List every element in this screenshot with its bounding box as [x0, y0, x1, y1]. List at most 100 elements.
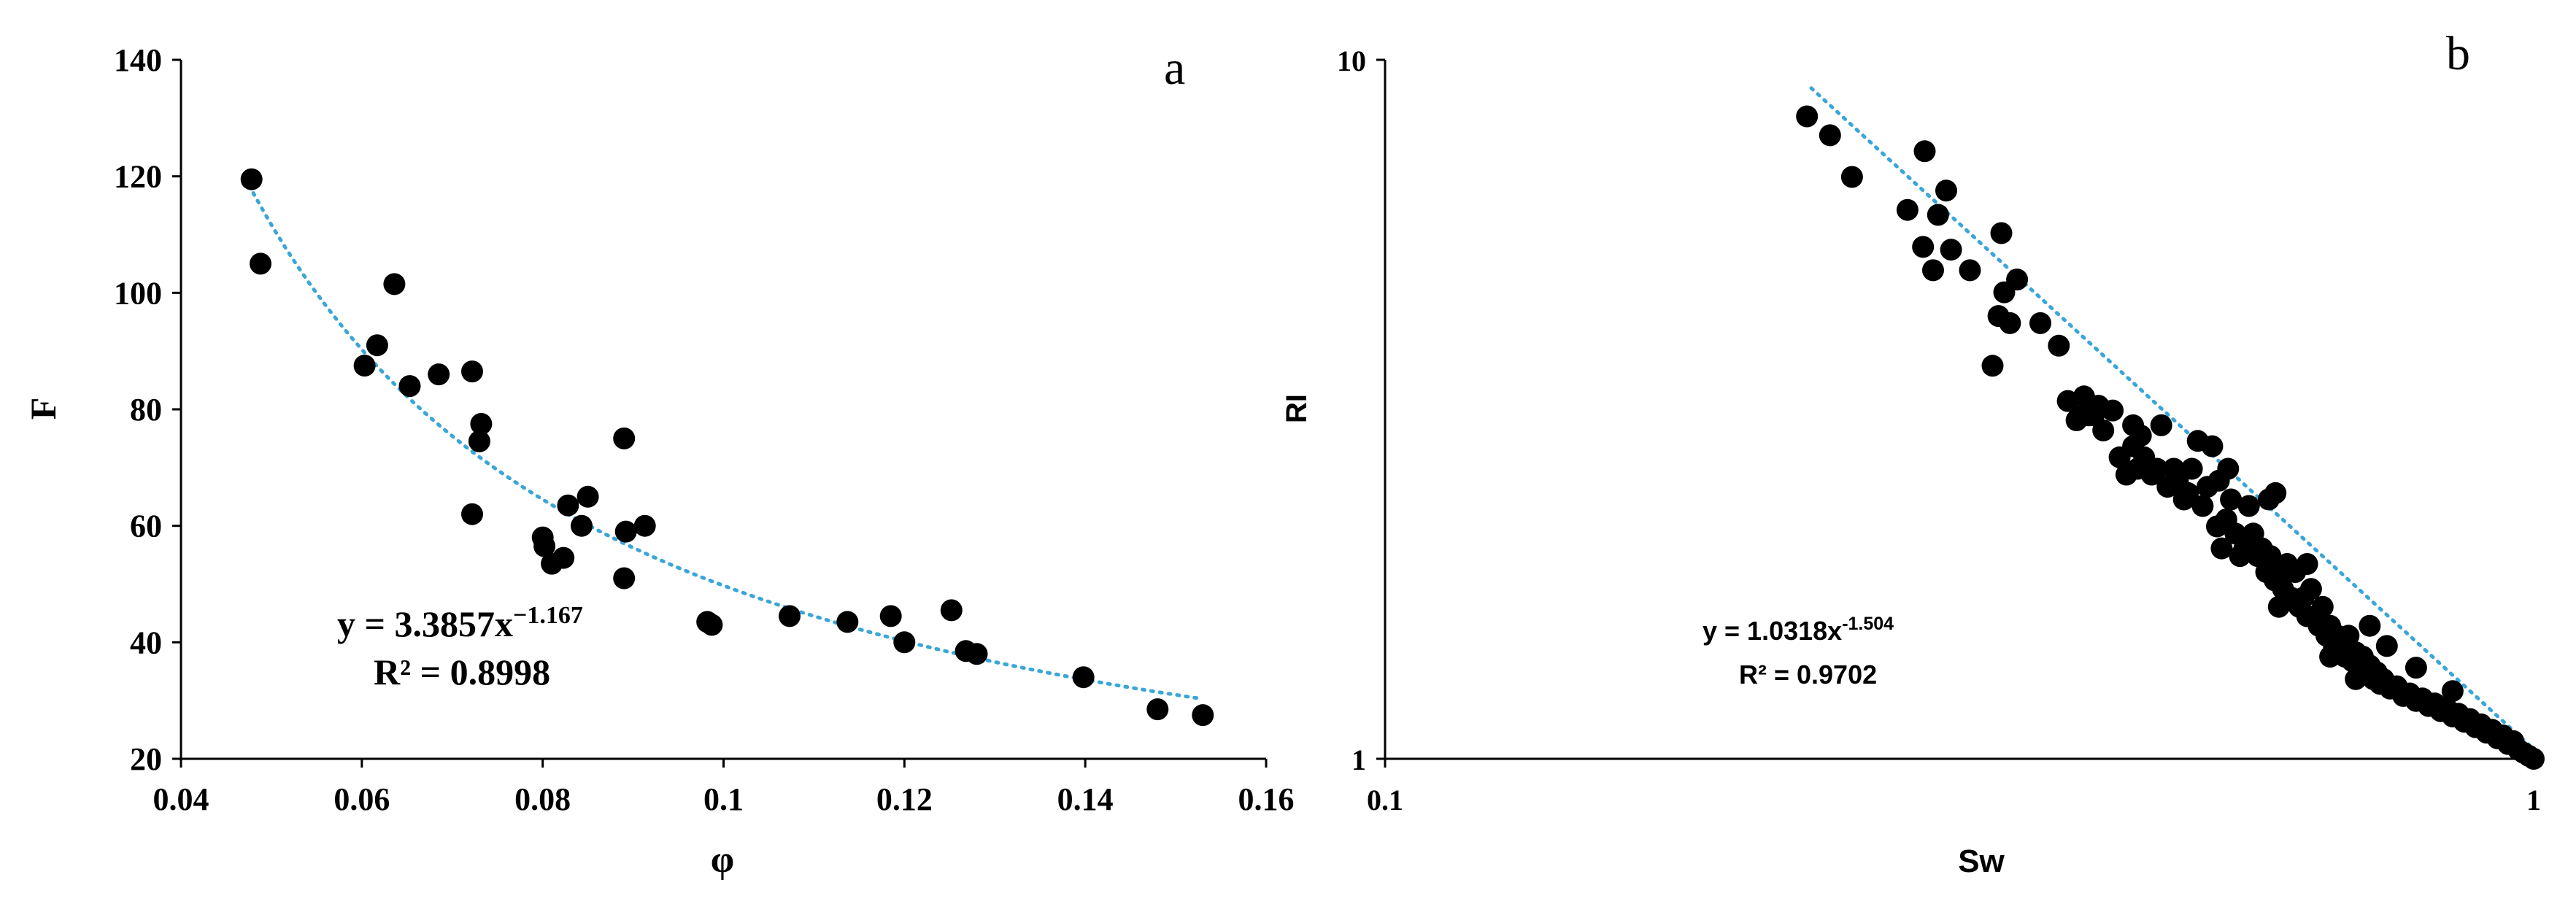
x-tick-label: 0.1 — [703, 781, 744, 817]
data-point — [2264, 482, 2287, 504]
data-point — [2220, 488, 2243, 511]
data-point — [533, 535, 556, 557]
data-point — [2177, 482, 2199, 504]
data-point — [613, 427, 636, 449]
data-point — [1819, 124, 1841, 147]
panel-b-equation-base: y = 1.0318x — [1702, 616, 1842, 646]
data-point — [2337, 625, 2360, 647]
data-point — [470, 413, 493, 435]
data-point — [2359, 614, 2381, 637]
y-tick-label: 140 — [114, 42, 162, 78]
panel-b-points — [1796, 105, 2545, 770]
data-point — [2092, 419, 2115, 441]
data-point — [2029, 312, 2051, 334]
data-point — [779, 605, 801, 627]
data-point — [2345, 668, 2367, 690]
panel-b-x-ticks: 0.1 1 — [1367, 759, 2541, 816]
data-point — [1999, 312, 2021, 334]
panel-a-points — [240, 168, 1214, 727]
panel-a-r-squared: R² = 0.8998 — [374, 652, 550, 692]
data-point — [1840, 166, 1863, 188]
x-tick-label: 0.06 — [333, 781, 390, 817]
panel-b: 110 0.1 1 b Sw RI y = 1.0318x-1.504 R² = … — [1281, 27, 2545, 879]
data-point — [2405, 657, 2427, 679]
data-point — [353, 355, 376, 377]
data-point — [1192, 704, 1214, 727]
panel-b-equation: y = 1.0318x-1.504 — [1702, 614, 1894, 646]
data-point — [2237, 495, 2260, 517]
data-point — [383, 273, 406, 295]
data-point — [366, 334, 388, 357]
data-point — [398, 375, 421, 398]
data-point — [1146, 698, 1169, 721]
data-point — [2129, 425, 2152, 447]
y-tick-label: 60 — [130, 509, 162, 544]
data-point — [2217, 457, 2240, 480]
data-point — [965, 643, 988, 665]
y-tick-label: 100 — [114, 275, 162, 311]
y-tick-label: 40 — [130, 625, 162, 660]
panel-a-trendline — [251, 191, 1205, 701]
data-point — [2267, 595, 2290, 618]
data-point — [1981, 355, 2004, 377]
data-point — [2523, 748, 2545, 770]
panel-a-equation-exponent: −1.167 — [513, 602, 583, 629]
data-point — [2102, 399, 2124, 422]
panel-a-x-ticks: 0.04 0.06 0.08 0.1 0.12 0.14 0.16 — [153, 759, 1295, 817]
data-point — [2210, 537, 2233, 560]
y-tick-label: 10 — [1337, 45, 1366, 77]
data-point — [461, 360, 483, 383]
data-point — [633, 514, 656, 537]
data-point — [2375, 635, 2398, 657]
data-point — [1912, 236, 1935, 258]
data-point — [2441, 680, 2464, 703]
panel-a-y-ticks: 20 40 60 80 100 120 140 — [114, 42, 181, 777]
panel-b-y-ticks: 1 10 — [1337, 45, 1385, 776]
data-point — [461, 503, 483, 525]
data-point — [240, 168, 263, 190]
x-tick-label: 0.12 — [876, 781, 933, 817]
data-point — [2006, 269, 2029, 291]
x-tick-label: 0.14 — [1057, 781, 1114, 817]
data-point — [893, 631, 916, 654]
panel-b-label: b — [2446, 27, 2470, 80]
data-point — [614, 520, 637, 543]
panel-b-r-squared: R² = 0.9702 — [1739, 660, 1877, 689]
data-point — [1990, 222, 2013, 244]
data-point — [557, 494, 579, 517]
panel-a-label: a — [1164, 42, 1185, 95]
x-tick-label: 0.08 — [514, 781, 571, 817]
data-point — [2191, 495, 2214, 517]
data-point — [1922, 259, 1944, 282]
data-point — [879, 605, 902, 627]
panel-a-y-label: F — [23, 398, 63, 420]
y-tick-label: 120 — [114, 159, 162, 195]
data-point — [1913, 140, 1936, 163]
data-point — [940, 599, 963, 622]
panel-a-equation: y = 3.3857x−1.167 — [337, 602, 583, 644]
y-tick-label: 80 — [130, 392, 162, 428]
data-point — [2201, 435, 2224, 457]
data-point — [428, 363, 450, 386]
data-point — [1935, 179, 1957, 202]
data-point — [1896, 198, 1918, 221]
data-point — [836, 611, 859, 633]
x-tick-label: 0.04 — [153, 781, 209, 817]
y-tick-label: 1 — [1351, 743, 1366, 776]
data-point — [2072, 404, 2094, 427]
panel-a-x-label: φ — [711, 839, 734, 881]
data-point — [2296, 553, 2318, 575]
panel-b-y-label: RI — [1281, 394, 1313, 423]
data-point — [2180, 457, 2203, 480]
y-tick-label: 20 — [130, 741, 162, 777]
data-point — [2311, 595, 2334, 618]
data-point — [1959, 259, 1981, 282]
data-point — [2150, 414, 2172, 436]
data-point — [2299, 578, 2322, 600]
panel-b-trendline — [1809, 86, 2536, 752]
data-point — [2048, 334, 2070, 357]
data-point — [613, 567, 636, 590]
data-point — [1072, 666, 1095, 689]
data-point — [576, 485, 599, 508]
